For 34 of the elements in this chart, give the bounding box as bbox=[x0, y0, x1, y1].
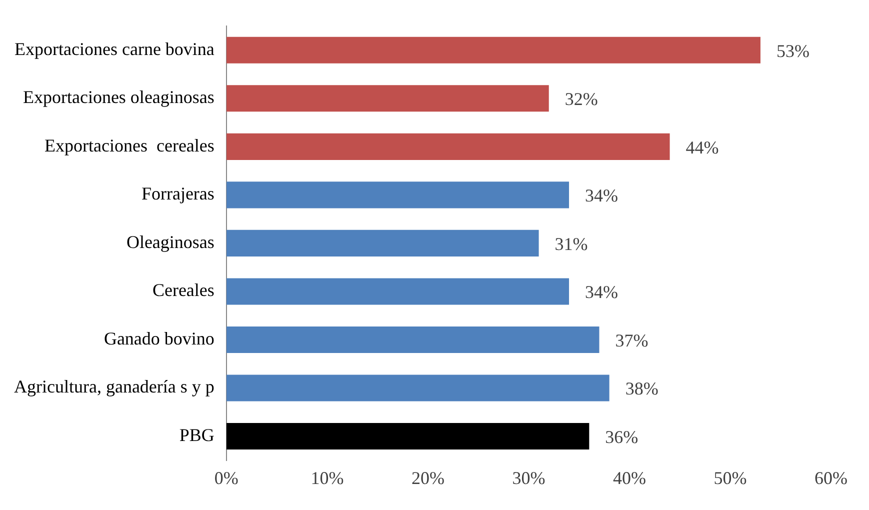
y-tick-label: Ganado bovino bbox=[104, 328, 214, 348]
x-tick-label: 20% bbox=[411, 468, 444, 488]
data-label: 31% bbox=[554, 234, 588, 254]
x-tick-label: 50% bbox=[714, 468, 747, 488]
bar bbox=[226, 230, 539, 256]
y-tick-label: Cereales bbox=[152, 280, 214, 300]
y-tick-label: PBG bbox=[179, 425, 214, 445]
x-tick-label: 30% bbox=[512, 468, 546, 488]
bar bbox=[226, 182, 570, 208]
data-label: 38% bbox=[625, 378, 658, 399]
y-tick-label: Forrajeras bbox=[141, 184, 214, 204]
x-tick-label: 60% bbox=[814, 468, 848, 488]
y-tick-label: Oleaginosas bbox=[126, 232, 214, 252]
y-tick-label: Exportaciones carne bovina bbox=[14, 38, 214, 59]
data-label: 34% bbox=[585, 186, 618, 206]
x-tick-label: 40% bbox=[612, 468, 646, 488]
bar bbox=[226, 133, 670, 160]
bar bbox=[226, 36, 760, 64]
y-tick-label: Exportaciones oleaginosas bbox=[22, 87, 214, 108]
y-tick-label: Exportaciones cereales bbox=[44, 135, 214, 156]
data-label: 53% bbox=[776, 40, 810, 61]
data-label: 37% bbox=[615, 330, 648, 350]
data-label: 34% bbox=[585, 282, 618, 302]
bar bbox=[226, 278, 570, 305]
x-tick-label: 10% bbox=[310, 468, 344, 488]
x-tick-label: 0% bbox=[214, 468, 238, 488]
bar bbox=[226, 422, 590, 450]
data-label: 44% bbox=[686, 137, 719, 158]
y-tick-label: Agricultura, ganadería s y p bbox=[14, 376, 214, 397]
bar bbox=[226, 85, 549, 112]
data-label: 36% bbox=[605, 427, 638, 447]
bar bbox=[226, 374, 610, 402]
bar bbox=[226, 326, 600, 354]
data-label: 32% bbox=[564, 89, 598, 110]
